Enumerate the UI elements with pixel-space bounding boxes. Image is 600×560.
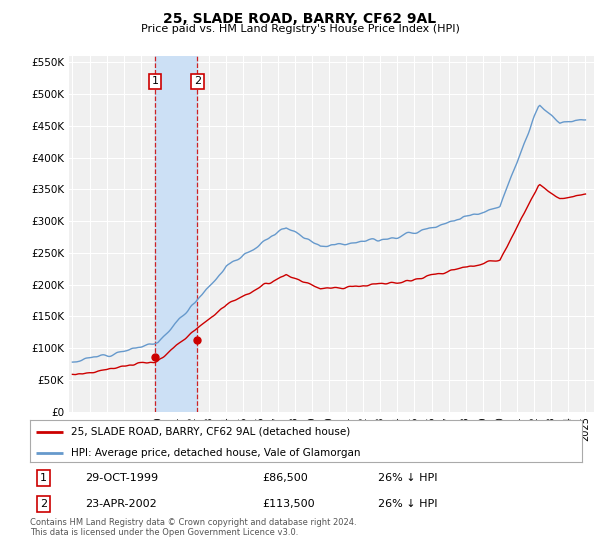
Text: 25, SLADE ROAD, BARRY, CF62 9AL (detached house): 25, SLADE ROAD, BARRY, CF62 9AL (detache…: [71, 427, 350, 437]
Text: HPI: Average price, detached house, Vale of Glamorgan: HPI: Average price, detached house, Vale…: [71, 448, 361, 458]
Text: 23-APR-2002: 23-APR-2002: [85, 499, 157, 509]
Text: £86,500: £86,500: [262, 473, 308, 483]
Text: 26% ↓ HPI: 26% ↓ HPI: [378, 499, 437, 509]
Text: 29-OCT-1999: 29-OCT-1999: [85, 473, 158, 483]
Bar: [155, 56, 197, 412]
Text: £113,500: £113,500: [262, 499, 314, 509]
Text: 25, SLADE ROAD, BARRY, CF62 9AL: 25, SLADE ROAD, BARRY, CF62 9AL: [163, 12, 437, 26]
Text: 26% ↓ HPI: 26% ↓ HPI: [378, 473, 437, 483]
Text: Contains HM Land Registry data © Crown copyright and database right 2024.
This d: Contains HM Land Registry data © Crown c…: [30, 518, 356, 538]
Text: 1: 1: [152, 76, 158, 86]
Text: 2: 2: [40, 499, 47, 509]
Text: Price paid vs. HM Land Registry's House Price Index (HPI): Price paid vs. HM Land Registry's House …: [140, 24, 460, 34]
Text: 1: 1: [40, 473, 47, 483]
Text: 2: 2: [194, 76, 201, 86]
